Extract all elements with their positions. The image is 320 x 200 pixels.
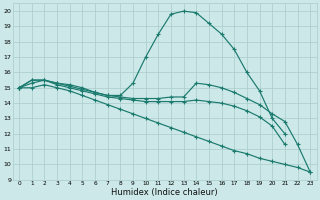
X-axis label: Humidex (Indice chaleur): Humidex (Indice chaleur)	[111, 188, 218, 197]
